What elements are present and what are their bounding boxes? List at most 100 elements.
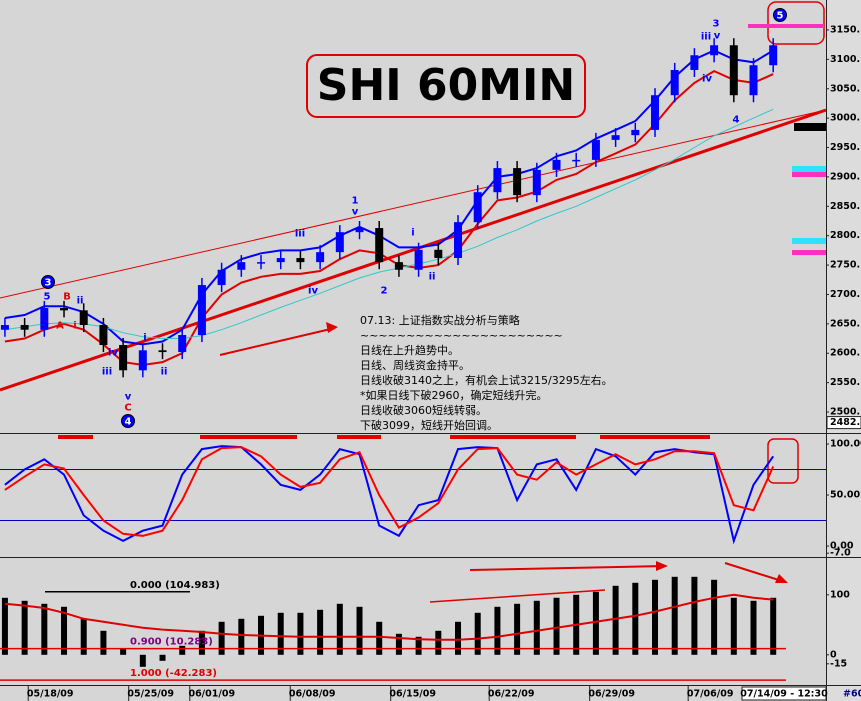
chart-title: SHI 60MIN [317, 60, 575, 111]
y-tick-label: 3000. [830, 113, 860, 124]
y-tick-label: 2600. [830, 348, 860, 359]
histogram-bar [356, 606, 363, 655]
candle-body [20, 325, 29, 330]
candle-body [414, 249, 423, 270]
note-line: ~~~~~~~~~~~~~~~~~~~~~~ [360, 329, 563, 342]
note-line: 日线在上升趋势中。 [360, 343, 459, 357]
arrow-head [326, 322, 338, 333]
x-tick-label: 06/22/09 [488, 689, 535, 700]
candle-body [769, 45, 778, 66]
candle-body [434, 249, 443, 259]
marker [200, 435, 297, 439]
candle-body [375, 228, 384, 263]
histogram-bar [277, 612, 284, 655]
histogram-bar [652, 579, 659, 655]
wave-label: i [73, 321, 76, 332]
candle-body [257, 262, 266, 264]
candle-body [513, 168, 522, 196]
cursor-time: 07/14/09 - 12:30 [740, 689, 828, 700]
candle-body [729, 45, 738, 96]
y-tick-label: 2500. [830, 407, 860, 418]
highlight-box [767, 1, 825, 45]
histogram-bar [494, 606, 501, 655]
trend-line [0, 109, 826, 299]
wave-label: i [411, 228, 414, 239]
histogram-bar [21, 600, 28, 655]
candle-body [335, 232, 344, 253]
wave-label: ii [429, 272, 436, 283]
note-line: *如果日线下破2960，确定短线升完。 [360, 388, 548, 402]
wave-label: 4 [733, 115, 740, 126]
marker [792, 250, 826, 255]
y-tick-label: 2950. [830, 142, 860, 153]
indicator-line [4, 69, 774, 367]
title-box [306, 54, 586, 118]
candle-body [454, 222, 463, 259]
wave-label: 4 [125, 417, 132, 428]
histogram-bar [218, 621, 225, 655]
trend-arrow [724, 562, 786, 583]
histogram-bar [395, 633, 402, 655]
indicator-line [4, 49, 774, 346]
note-line: 日线收破3060短线转弱。 [360, 403, 487, 417]
indicator-line [4, 108, 774, 339]
y-tick-label: 2700. [830, 289, 860, 300]
histogram-bar [139, 654, 146, 667]
x-tick-label: 06/01/09 [188, 689, 235, 700]
histogram-bar [1, 597, 8, 655]
wave-label: v [125, 392, 132, 403]
histogram-bar [41, 603, 48, 655]
x-tick-label: 05/18/09 [27, 689, 74, 700]
histogram-bar [514, 603, 521, 655]
marker [600, 435, 710, 439]
wave-label: 5 [44, 292, 51, 303]
histogram-bar [750, 600, 757, 655]
candle-body [631, 129, 640, 136]
histogram-bar [533, 600, 540, 655]
candle-body [276, 258, 285, 263]
histogram-bar [198, 630, 205, 655]
wave-label: iii [102, 367, 112, 378]
y-tick-label: 50.00 [830, 490, 860, 501]
candle-body [158, 350, 167, 353]
cursor-price: 2482. [830, 417, 860, 428]
candle-body [138, 350, 147, 371]
wave-label: 1 [352, 196, 359, 207]
y-tick-label: 0 [830, 649, 837, 660]
axis-area [826, 0, 861, 701]
marker [792, 238, 826, 244]
trend-arrow [469, 565, 666, 571]
marker [792, 172, 826, 177]
wave-circle [41, 275, 55, 289]
candle-body [119, 345, 128, 371]
histogram-bar [474, 612, 481, 655]
histogram-bar [730, 597, 737, 655]
histogram-bar [415, 636, 422, 655]
wave-label: A [56, 321, 64, 332]
candle-body [670, 69, 679, 96]
candle-body [572, 159, 581, 162]
candle-body [296, 258, 305, 263]
wave-label: i [143, 333, 146, 344]
histogram-bar [770, 597, 777, 655]
wave-label: C [124, 403, 131, 414]
y-tick-label: 2850. [830, 201, 860, 212]
candle-body [473, 192, 482, 223]
y-tick-label: 3050. [830, 83, 860, 94]
y-tick-label: 0.00 [830, 541, 854, 552]
x-tick-label: 05/25/09 [127, 689, 174, 700]
y-tick-label: 3100. [830, 54, 860, 65]
wave-circle [121, 414, 135, 428]
fib-label: 1.000 (-42.283) [130, 668, 217, 679]
histogram-bar [61, 606, 68, 655]
y-tick-label: 100.00 [830, 439, 861, 450]
histogram-bar [553, 597, 560, 655]
candle-body [651, 95, 660, 130]
histogram-bar [632, 582, 639, 655]
stoch-panel [0, 435, 826, 545]
fib-label: 0.000 (104.983) [130, 580, 220, 591]
candle-body [611, 135, 620, 140]
candle-body [394, 262, 403, 270]
histogram-bar [671, 576, 678, 655]
